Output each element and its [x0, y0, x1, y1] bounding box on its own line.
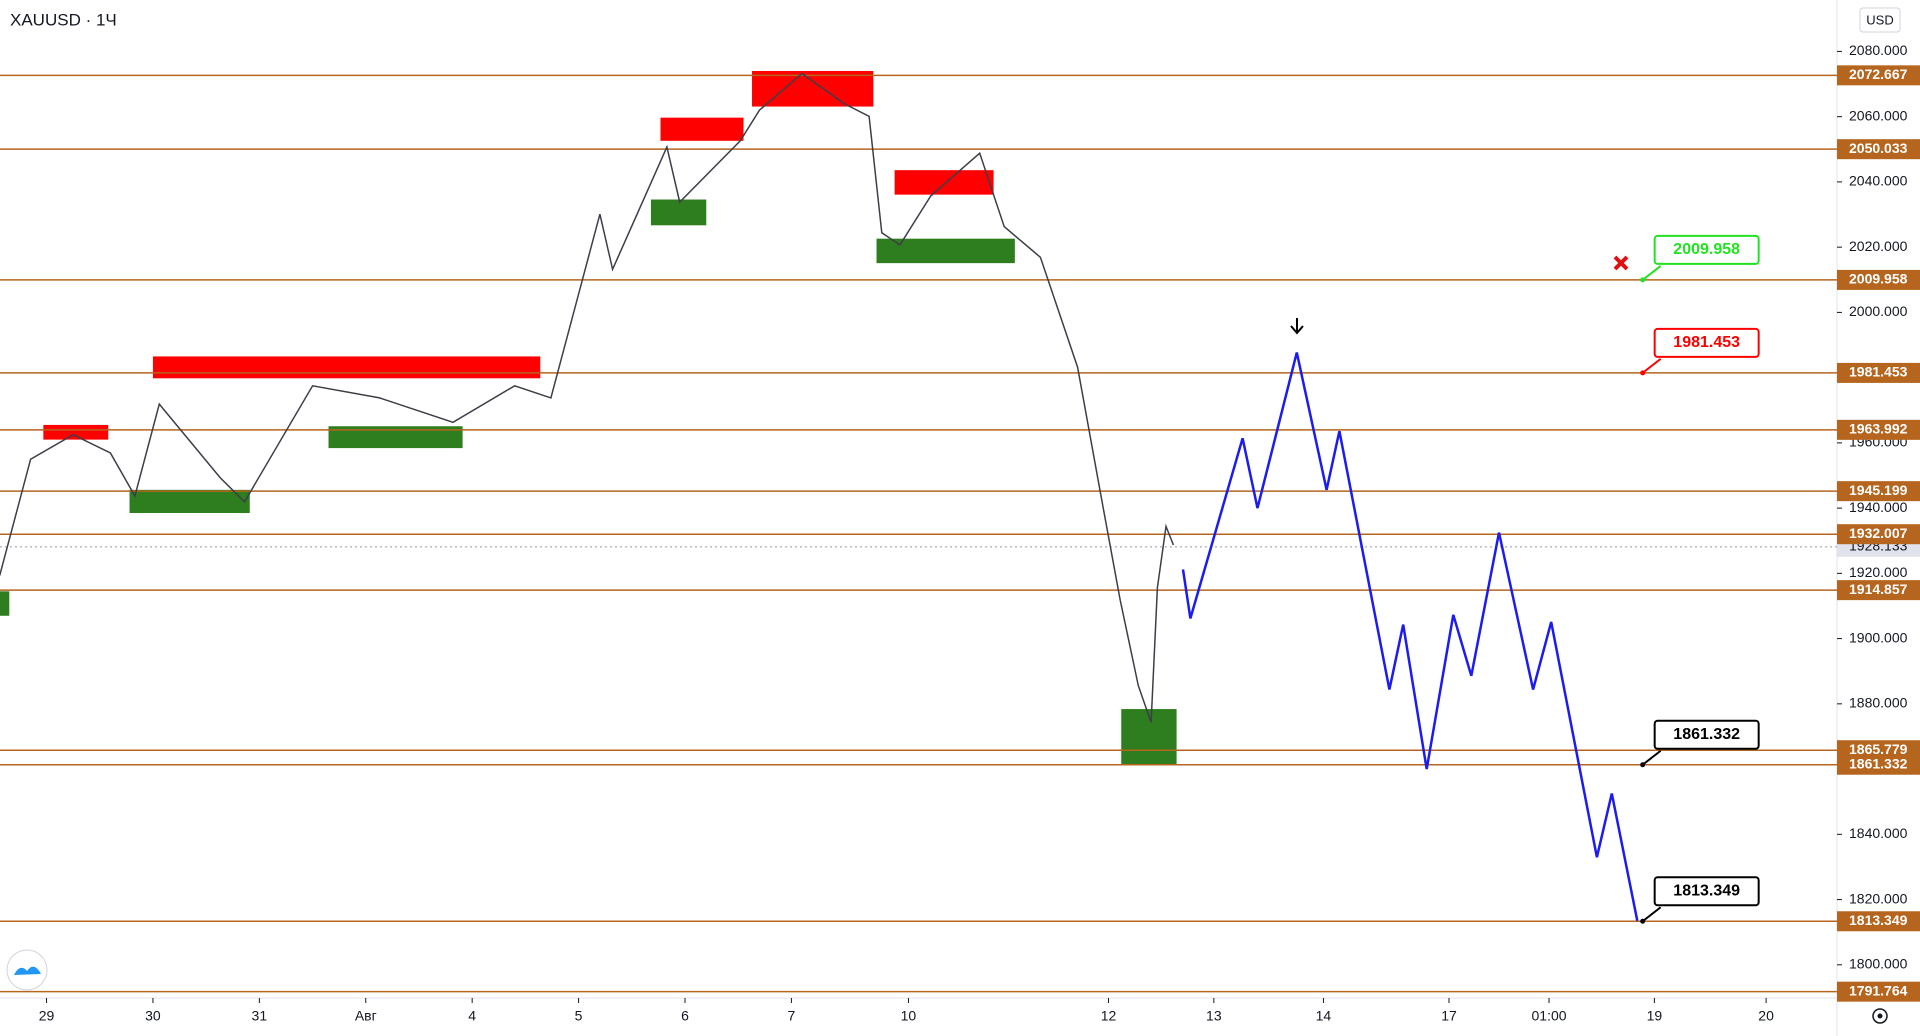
x-tick-label: 4: [468, 1008, 476, 1024]
currency-box[interactable]: [1859, 7, 1901, 33]
level-label: 1914.857: [1849, 581, 1908, 597]
y-tick-label: 1880.000: [1849, 695, 1908, 711]
plot-area: [0, 71, 1837, 993]
level-tag: [1837, 481, 1920, 502]
zone: [752, 71, 874, 107]
y-tick-label: 2040.000: [1849, 173, 1908, 189]
zone: [152, 356, 541, 379]
callout-box: [1653, 876, 1760, 907]
level-tag: [1837, 419, 1920, 440]
level-tag: [1837, 580, 1920, 601]
zone: [650, 199, 707, 226]
logo-icon: [14, 966, 41, 975]
callout-stem: [1642, 265, 1662, 281]
callout-label: 1981.453: [1673, 334, 1740, 351]
settings-icon[interactable]: [1872, 1008, 1888, 1024]
x-tick-label: 12: [1101, 1008, 1117, 1024]
zone: [43, 424, 109, 440]
level-label: 1963.992: [1849, 421, 1908, 437]
level-tag: [1837, 911, 1920, 932]
y-tick-label: 1840.000: [1849, 825, 1908, 841]
price-line: [0, 72, 1175, 723]
x-tick-label: Авг: [355, 1008, 377, 1024]
level-label: 2009.958: [1849, 271, 1908, 287]
arrow-mark: [1290, 318, 1304, 335]
symbol-title: XAUUSD · 1Ч: [10, 10, 117, 29]
level-tag: [1837, 362, 1920, 383]
currency[interactable]: USD: [1866, 12, 1893, 27]
x-tick-label: 5: [575, 1008, 583, 1024]
callout-label: 2009.958: [1673, 241, 1740, 258]
x-tick-label: 6: [681, 1008, 689, 1024]
level-label: 1865.779: [1849, 741, 1908, 757]
y-tick-label: 1900.000: [1849, 629, 1908, 645]
projection-line: [1181, 352, 1639, 922]
x-tick-label: 30: [145, 1008, 161, 1024]
callout-box: [1653, 327, 1760, 358]
y-tick-label: 1820.000: [1849, 890, 1908, 906]
callout-box: [1653, 234, 1760, 265]
level-label: 2072.667: [1849, 66, 1908, 82]
level-label: 2050.033: [1849, 140, 1908, 156]
callout-box: [1653, 719, 1760, 750]
level-label: 1861.332: [1849, 755, 1908, 771]
zone: [328, 426, 463, 449]
level-label: 1945.199: [1849, 482, 1908, 498]
x-tick-label: 10: [901, 1008, 917, 1024]
zone: [894, 170, 994, 195]
callout-label: 1861.332: [1673, 726, 1740, 743]
x-tick-label: 13: [1206, 1008, 1222, 1024]
level-label: 1813.349: [1849, 912, 1908, 928]
x-tick-label: 14: [1316, 1008, 1332, 1024]
y-tick-label: 2080.000: [1849, 42, 1908, 58]
y-tick-label: 2020.000: [1849, 238, 1908, 254]
callout-label: 1813.349: [1673, 882, 1740, 899]
level-tag: [1837, 65, 1920, 86]
level-label: 1791.764: [1849, 982, 1908, 998]
x-tick-label: 17: [1441, 1008, 1457, 1024]
x-tick-label: 7: [787, 1008, 795, 1024]
x-tick-label: 31: [252, 1008, 268, 1024]
level-tag: [1837, 754, 1920, 775]
zone: [660, 117, 744, 141]
callout-stem: [1642, 358, 1662, 374]
level-label: 1932.007: [1849, 525, 1908, 541]
zone: [129, 489, 250, 514]
y-tick-label: 1940.000: [1849, 499, 1908, 515]
y-tick-label: 1800.000: [1849, 956, 1908, 972]
y-tick-label: 1920.000: [1849, 564, 1908, 580]
level-tag: [1837, 139, 1920, 160]
y-tick-label: 2000.000: [1849, 303, 1908, 319]
level-tag: [1837, 524, 1920, 545]
zone: [0, 591, 10, 616]
x-tick-label: 19: [1647, 1008, 1663, 1024]
x-tick-label: 20: [1758, 1008, 1774, 1024]
y-tick-label: 2060.000: [1849, 107, 1908, 123]
level-tag: [1837, 981, 1920, 1002]
logo[interactable]: [6, 949, 48, 991]
level-tag: [1837, 269, 1920, 290]
zone: [876, 238, 1015, 264]
x-tick-label: 01:00: [1532, 1008, 1567, 1024]
level-label: 1981.453: [1849, 364, 1908, 380]
callout-stem: [1642, 749, 1662, 766]
cancel-mark: [1613, 255, 1629, 271]
callout-stem: [1642, 906, 1662, 923]
x-tick-label: 29: [39, 1008, 55, 1024]
